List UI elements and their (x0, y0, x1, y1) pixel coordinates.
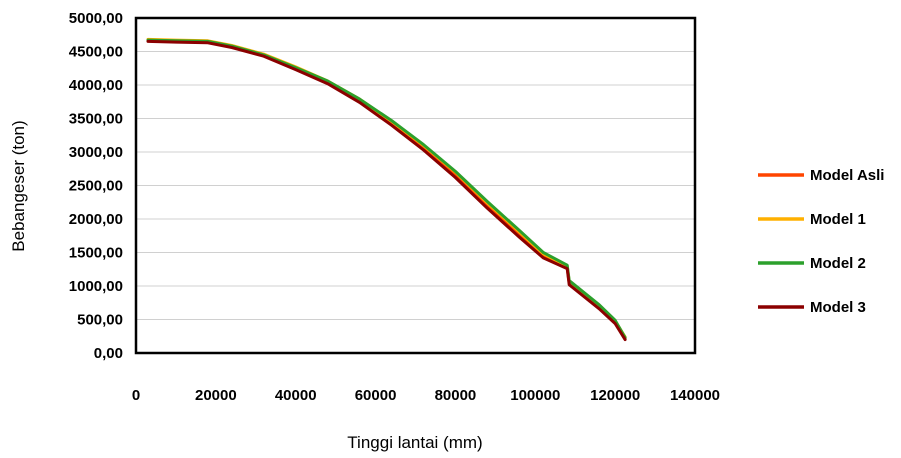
legend: Model Asli Model 1 Model 2 Model 3 (758, 167, 884, 316)
y-tick-label: 2000,00 (69, 211, 123, 228)
x-tick-label: 40000 (275, 387, 317, 404)
y-tick-label: 3500,00 (69, 111, 123, 128)
y-tick-label: 4500,00 (69, 44, 123, 61)
y-axis-tick-labels: 0,00 500,00 1000,00 1500,00 2000,00 2500,00 30… (69, 10, 123, 362)
y-tick-label: 4000,00 (69, 77, 123, 94)
x-tick-label: 140000 (670, 387, 720, 404)
x-tick-label: 60000 (355, 387, 397, 404)
legend-label: Model 3 (810, 299, 866, 316)
x-axis-title: Tinggi lantai (mm) (347, 433, 482, 452)
series-lines (146, 37, 627, 342)
y-tick-label: 500,00 (77, 312, 123, 329)
x-axis-tick-labels: 0 20000 40000 60000 80000 100000 120000 140000 (132, 387, 720, 404)
plot-area-border (134, 16, 697, 355)
y-tick-label: 1000,00 (69, 278, 123, 295)
x-tick-label: 100000 (510, 387, 560, 404)
series-line-4 (146, 39, 627, 342)
gridlines (136, 51, 695, 320)
x-tick-label: 0 (132, 387, 140, 404)
x-tick-label: 20000 (195, 387, 237, 404)
legend-label: Model Asli (810, 167, 884, 184)
y-tick-label: 2500,00 (69, 178, 123, 195)
y-tick-label: 1500,00 (69, 245, 123, 262)
y-tick-label: 3000,00 (69, 144, 123, 161)
x-tick-label: 80000 (435, 387, 477, 404)
legend-label: Model 2 (810, 255, 866, 272)
x-tick-label: 120000 (590, 387, 640, 404)
y-axis-title: Bebangeser (ton) (9, 120, 28, 251)
y-tick-label: 5000,00 (69, 10, 123, 27)
y-tick-label: 0,00 (94, 345, 123, 362)
legend-label: Model 1 (810, 211, 866, 228)
series-line-2 (146, 37, 627, 339)
